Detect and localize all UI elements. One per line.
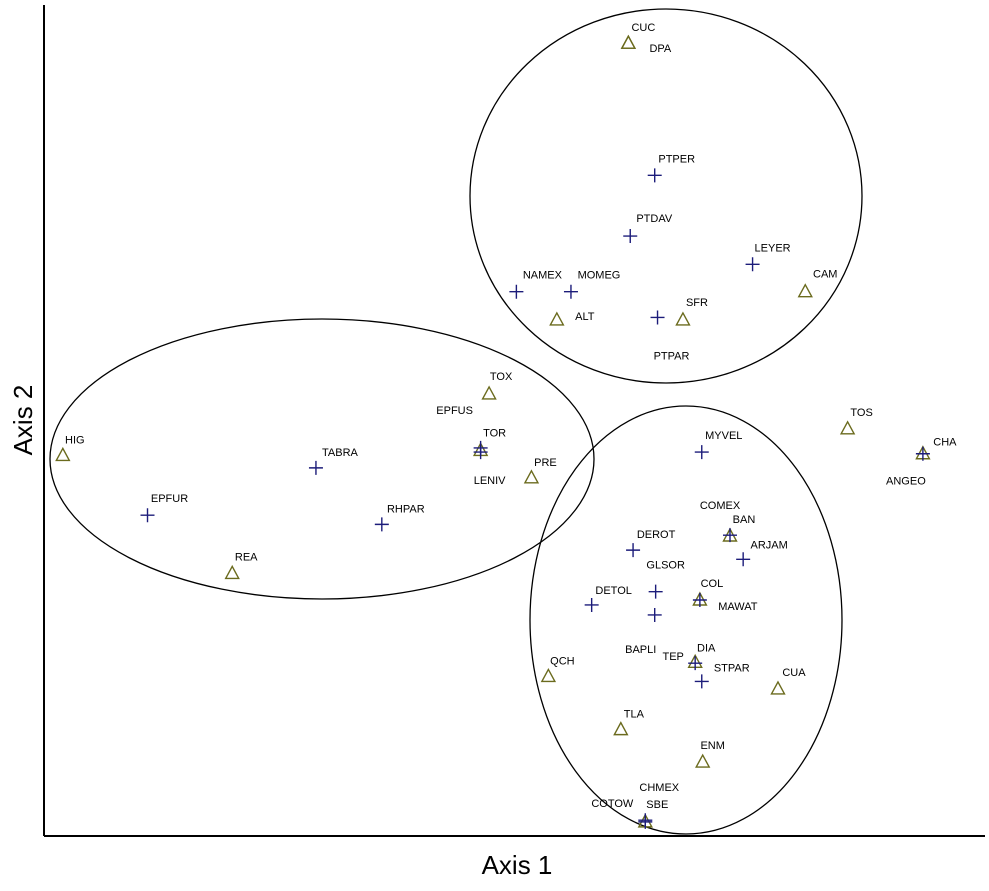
site-marker xyxy=(224,564,240,580)
point-label: COL xyxy=(701,578,724,590)
point-label: TABRA xyxy=(322,447,359,459)
point-label: STPAR xyxy=(714,662,750,674)
point-label: TLA xyxy=(624,709,645,721)
point-label: BAN xyxy=(733,514,756,526)
point-label: REA xyxy=(235,551,258,563)
species-marker xyxy=(915,446,930,461)
point-label: MYVEL xyxy=(705,430,742,442)
site-marker xyxy=(620,34,637,49)
point-label: LENIV xyxy=(474,475,506,487)
point-label: CHA xyxy=(933,437,957,449)
point-label: DETOL xyxy=(595,585,631,597)
point-label: CAM xyxy=(813,269,837,281)
group-ellipse xyxy=(529,405,843,835)
point-label: EPFUR xyxy=(151,493,188,505)
species-marker xyxy=(648,584,663,599)
species-marker xyxy=(584,597,599,612)
point-label: RHPAR xyxy=(387,503,425,515)
point-label: NAMEX xyxy=(523,270,563,282)
point-label: QCH xyxy=(550,655,575,667)
point-label: MOMEG xyxy=(578,270,621,282)
point-label: TOX xyxy=(490,371,513,383)
point-label: ALT xyxy=(575,311,595,323)
site-marker xyxy=(695,753,711,768)
group-ellipse xyxy=(469,8,863,384)
site-marker xyxy=(839,420,856,435)
species-marker xyxy=(509,284,524,299)
point-label: DIA xyxy=(697,642,716,654)
species-marker xyxy=(736,552,751,567)
point-label: DEROT xyxy=(637,529,676,541)
x-axis-title: Axis 1 xyxy=(482,850,553,880)
point-label: HIG xyxy=(65,434,85,446)
species-marker xyxy=(638,814,653,829)
point-label: DPA xyxy=(649,43,671,55)
site-marker xyxy=(549,311,565,326)
species-marker xyxy=(688,656,703,671)
site-marker xyxy=(797,283,813,298)
point-label: LEYER xyxy=(755,242,791,254)
point-label: BAPLI xyxy=(625,644,656,656)
site-marker xyxy=(620,34,637,49)
point-label: CUA xyxy=(782,667,806,679)
species-marker xyxy=(694,674,709,689)
point-label: GLSOR xyxy=(646,560,685,572)
species-marker xyxy=(140,508,155,523)
y-axis-title: Axis 2 xyxy=(8,385,38,456)
point-label: PTPER xyxy=(658,153,695,165)
species-marker xyxy=(692,592,707,607)
species-marker xyxy=(722,528,737,543)
species-marker xyxy=(563,284,578,299)
point-label: SFR xyxy=(686,297,708,309)
point-label: PTPAR xyxy=(654,350,690,362)
point-label: MAWAT xyxy=(718,601,758,613)
point-label: CUC xyxy=(631,22,655,34)
site-marker xyxy=(481,385,497,400)
species-marker xyxy=(473,445,488,460)
point-label: SBE xyxy=(646,799,668,811)
point-label: PRE xyxy=(534,457,557,469)
point-label: COTOW xyxy=(591,798,634,810)
species-marker xyxy=(694,445,709,460)
site-marker xyxy=(523,469,540,484)
point-label: TOR xyxy=(483,427,506,439)
species-marker xyxy=(647,607,662,622)
point-label: CHMEX xyxy=(639,782,679,794)
site-marker xyxy=(770,680,786,695)
point-label: TOS xyxy=(850,407,872,419)
site-marker xyxy=(540,667,557,683)
point-label: TEP xyxy=(662,651,683,663)
species-marker xyxy=(647,168,662,183)
species-marker xyxy=(745,257,760,272)
site-marker xyxy=(613,721,629,736)
species-marker xyxy=(650,310,665,325)
point-label: ANGEO xyxy=(886,476,926,488)
group-outlines xyxy=(49,8,863,835)
species-marker xyxy=(623,229,638,244)
point-label: ENM xyxy=(700,740,724,752)
point-label: EPFUS xyxy=(436,405,473,417)
point-label: PTDAV xyxy=(636,213,673,225)
species-marker xyxy=(626,543,641,558)
species-marker xyxy=(308,460,323,475)
species-marker xyxy=(374,517,389,532)
site-marker xyxy=(55,446,71,462)
point-label: ARJAM xyxy=(751,539,788,551)
point-label: COMEX xyxy=(700,500,741,512)
group-ellipse xyxy=(49,318,595,600)
site-marker xyxy=(675,311,691,326)
